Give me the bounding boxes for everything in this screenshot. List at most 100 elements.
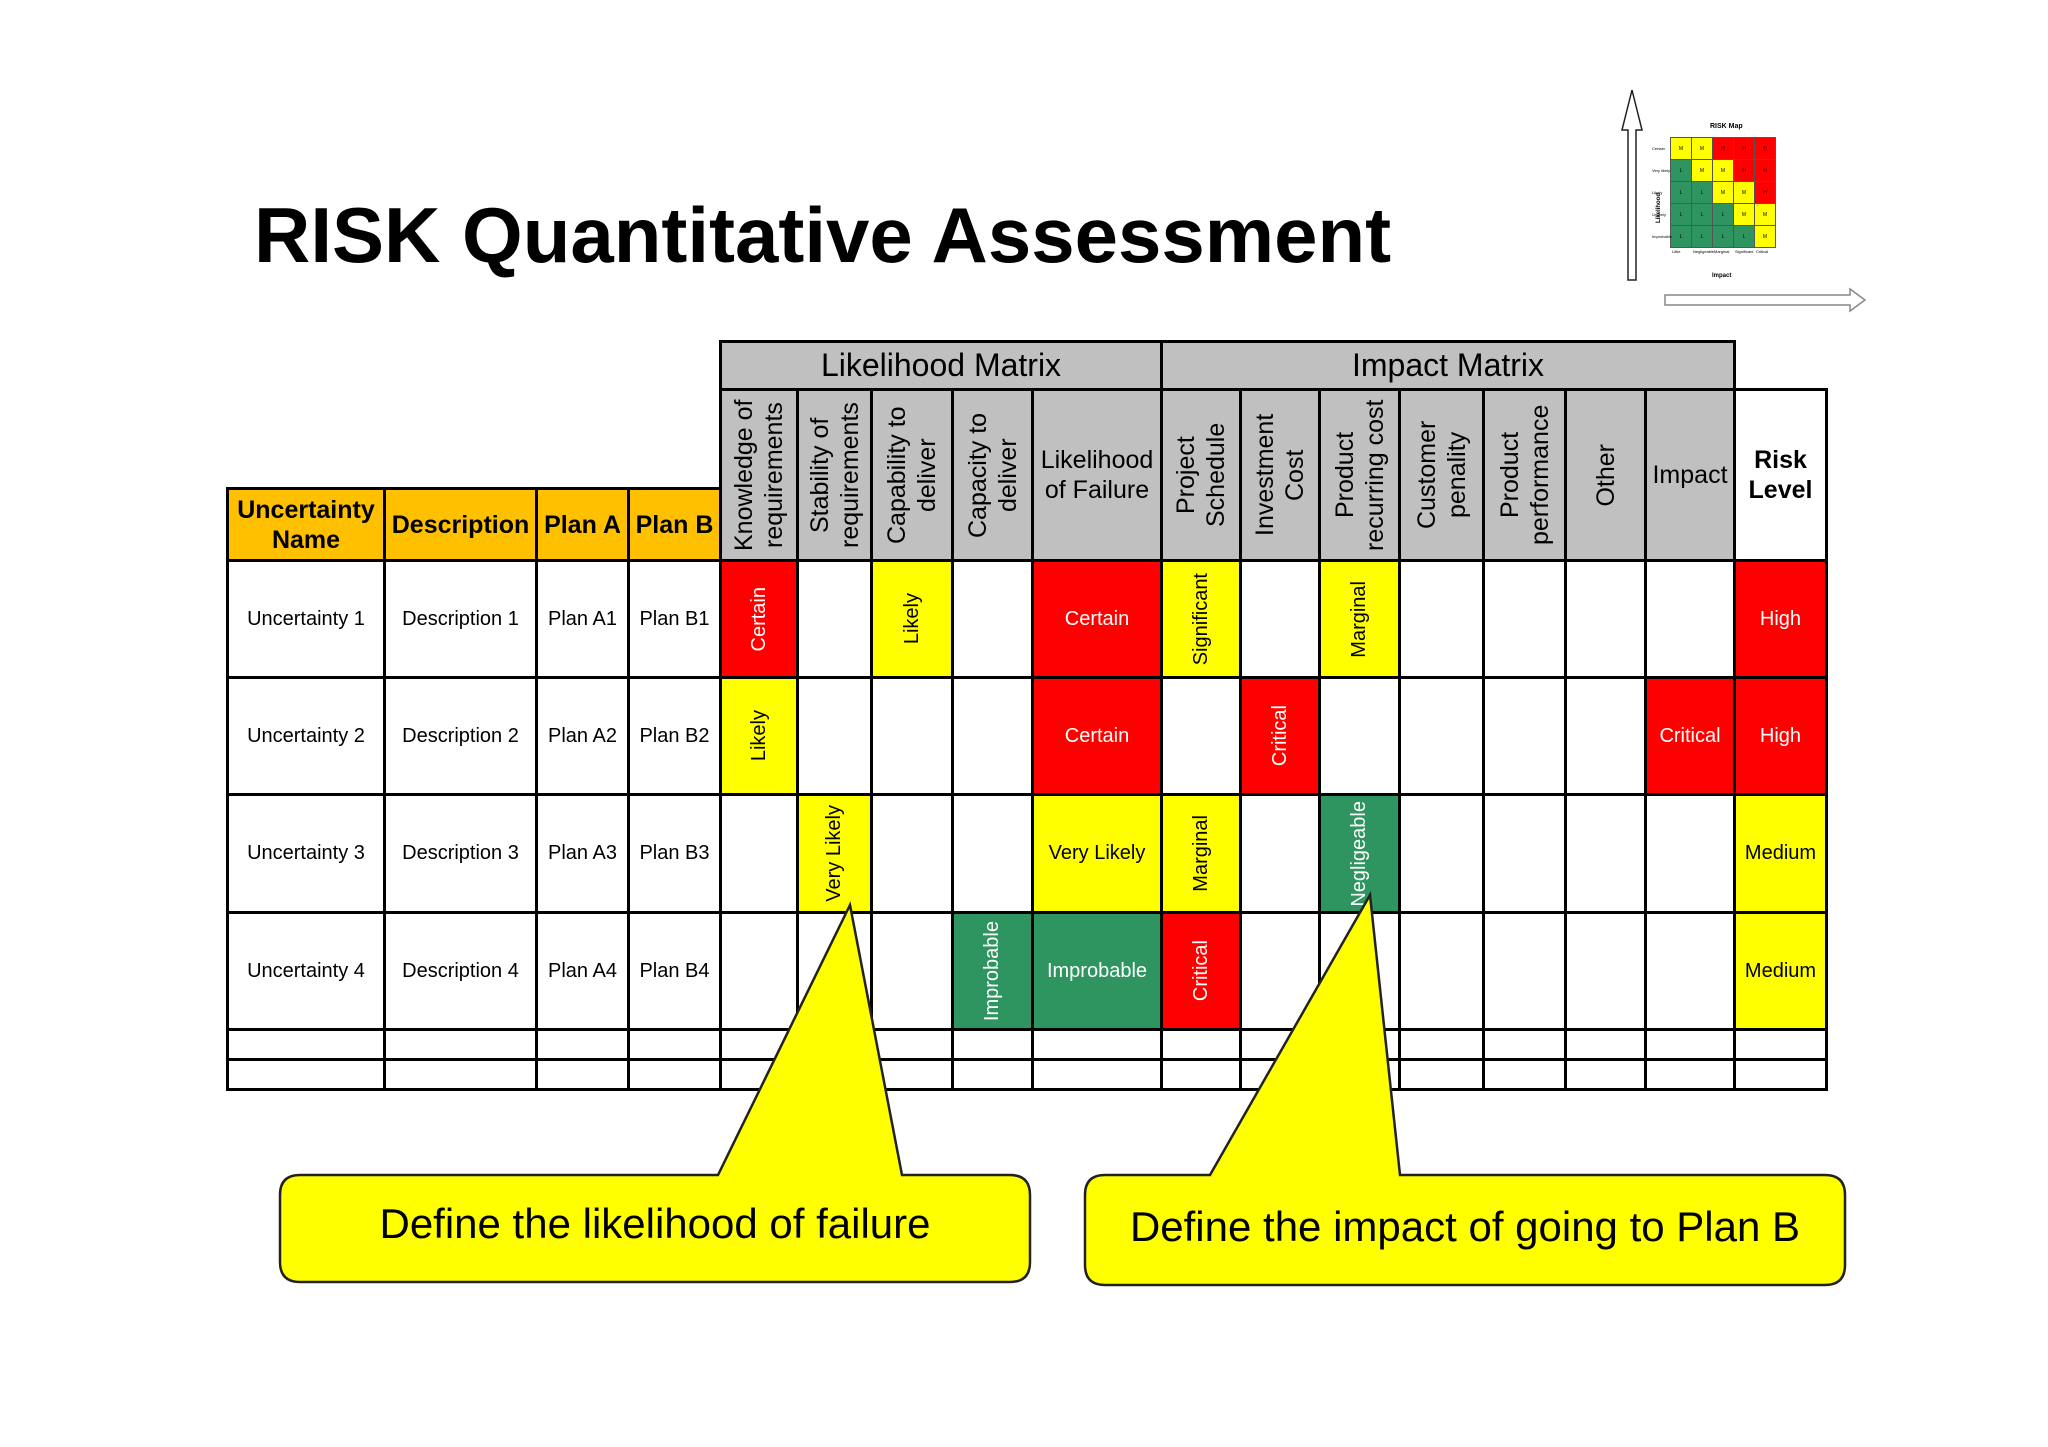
header-performance: Product performance xyxy=(1482,388,1567,562)
row-3-stability-cell: Very Likely xyxy=(796,793,873,914)
impact-matrix-header: Impact Matrix xyxy=(1160,340,1736,391)
empty-row-1-capability-cell xyxy=(870,1028,954,1061)
header-plan-b: Plan B xyxy=(627,487,722,562)
header-customer-penalty-text: Customer penality xyxy=(1412,420,1471,530)
risk-map-x-label: Impact xyxy=(1712,273,1732,279)
row-4-name-text: Uncertainty 4 xyxy=(247,959,365,982)
empty-row-2-knowledge-cell xyxy=(719,1058,799,1091)
row-1-capability-cell: Likely xyxy=(870,559,954,679)
risk-map-cell: H xyxy=(1712,137,1734,160)
risk-map-cell: H xyxy=(1733,159,1755,182)
empty-row-2-risk-cell xyxy=(1733,1058,1828,1091)
risk-map-y-label: Likelihood xyxy=(1656,193,1662,223)
risk-map-cell: L xyxy=(1691,203,1713,226)
header-description-text: Description xyxy=(391,510,530,539)
empty-row-2-penalty-cell xyxy=(1398,1058,1485,1091)
risk-map-cell: M xyxy=(1670,137,1692,160)
row-2-plan-a: Plan A2 xyxy=(535,676,630,796)
row-2-schedule-cell xyxy=(1160,676,1242,796)
empty-row-1-penalty-cell xyxy=(1398,1028,1485,1061)
header-likelihood-of-failure: Likelihood of Failure xyxy=(1031,388,1163,562)
row-3-plan-b-text: Plan B3 xyxy=(639,842,710,864)
header-capability-text: Capability to deliver xyxy=(883,406,941,544)
row-1-knowledge-cell: Certain xyxy=(719,559,799,679)
row-2-performance-cell xyxy=(1482,676,1567,796)
risk-map-impact-label: Marginal xyxy=(1714,249,1730,254)
empty-row-2-name-cell xyxy=(226,1058,386,1091)
row-1-risk-cell-text: High xyxy=(1759,607,1802,630)
row-2-plan-a-text: Plan A2 xyxy=(548,724,617,747)
empty-row-2-capability-cell xyxy=(870,1058,954,1091)
likelihood-axis-arrow xyxy=(1621,89,1643,281)
row-1-likelihood-cell: Certain xyxy=(1031,559,1163,679)
row-3-penalty-cell xyxy=(1398,793,1485,914)
header-stability-text: Stability of requirements xyxy=(805,402,864,548)
likelihood-matrix-header: Likelihood Matrix xyxy=(719,340,1163,391)
empty-row-2-stability-cell xyxy=(796,1058,873,1091)
row-1-other-cell xyxy=(1564,559,1647,679)
empty-row-1-stability-cell xyxy=(796,1028,873,1061)
empty-row-1-plan_b-cell xyxy=(627,1028,722,1061)
risk-map-cell: H xyxy=(1754,137,1776,160)
header-investment-cost-text: Investment Cost xyxy=(1251,413,1309,537)
row-3-likelihood-cell-text: Very Likely xyxy=(1048,842,1146,864)
row-3-knowledge-cell xyxy=(719,793,799,914)
empty-row-1-description-cell xyxy=(383,1028,538,1061)
risk-map-thumbnail: RISK Map Likelihood Impact M M H H H Certain L… xyxy=(1620,85,1880,315)
row-3-name: Uncertainty 3 xyxy=(226,793,386,914)
row-1-capability-cell-text: Likely xyxy=(900,593,923,645)
row-1-capacity-cell xyxy=(951,559,1034,679)
empty-row-1-recurring-cell xyxy=(1318,1028,1401,1061)
row-1-plan-b-text: Plan B1 xyxy=(639,607,710,630)
empty-row-1-name-cell xyxy=(226,1028,386,1061)
row-3-schedule-cell: Marginal xyxy=(1160,793,1242,914)
risk-map-cell: M xyxy=(1712,181,1734,204)
row-4-schedule-cell-text: Critical xyxy=(1189,940,1212,1002)
row-2-description: Description 2 xyxy=(383,676,538,796)
row-4-plan-b: Plan B4 xyxy=(627,911,722,1031)
row-4-plan-b-text: Plan B4 xyxy=(639,959,710,982)
row-3-name-text: Uncertainty 3 xyxy=(247,842,365,864)
row-3-impact-cell xyxy=(1644,793,1736,914)
row-3-schedule-cell-text: Marginal xyxy=(1189,815,1212,892)
row-3-other-cell xyxy=(1564,793,1647,914)
row-4-investment-cell xyxy=(1239,911,1321,1031)
empty-row-2-description-cell xyxy=(383,1058,538,1091)
empty-row-1-plan_a-cell xyxy=(535,1028,630,1061)
empty-row-2-performance-cell xyxy=(1482,1058,1567,1091)
empty-row-2-plan_a-cell xyxy=(535,1058,630,1091)
risk-map-impact-label: Significant xyxy=(1735,249,1754,254)
empty-row-2-investment-cell xyxy=(1239,1058,1321,1091)
risk-map-likelihood-label: Very likely xyxy=(1652,168,1671,173)
row-4-penalty-cell xyxy=(1398,911,1485,1031)
row-1-recurring-cell-text: Marginal xyxy=(1348,580,1370,658)
header-impact: Impact xyxy=(1644,388,1736,562)
row-2-plan-b: Plan B2 xyxy=(627,676,722,796)
row-4-risk-cell-text: Medium xyxy=(1744,959,1817,982)
row-1-knowledge-cell-text: Certain xyxy=(747,586,770,652)
empty-row-1-impact-cell xyxy=(1644,1028,1736,1061)
row-1-plan-b: Plan B1 xyxy=(627,559,722,679)
risk-map-cell: L xyxy=(1733,225,1755,248)
row-2-name-text: Uncertainty 2 xyxy=(247,724,365,747)
row-3-risk-cell-text: Medium xyxy=(1744,842,1817,864)
row-3-stability-cell-text: Very Likely xyxy=(823,805,845,902)
row-2-capacity-cell xyxy=(951,676,1034,796)
risk-map-likelihood-label: Improbable xyxy=(1652,234,1673,239)
row-4-capacity-cell-text: Improbable xyxy=(981,920,1003,1022)
row-3-plan-b: Plan B3 xyxy=(627,793,722,914)
header-description: Description xyxy=(383,487,538,562)
row-4-plan-a: Plan A4 xyxy=(535,911,630,1031)
row-4-likelihood-cell: Improbable xyxy=(1031,911,1163,1031)
row-2-plan-b-text: Plan B2 xyxy=(639,724,710,747)
row-4-schedule-cell: Critical xyxy=(1160,911,1242,1031)
page-title: RISK Quantitative Assessment xyxy=(254,191,1392,279)
row-1-stability-cell xyxy=(796,559,873,679)
empty-row-1-investment-cell xyxy=(1239,1028,1321,1061)
row-4-capacity-cell: Improbable xyxy=(951,911,1034,1031)
header-other-text: Other xyxy=(1591,443,1620,507)
risk-map-cell: H xyxy=(1733,137,1755,160)
row-4-description-text: Description 4 xyxy=(402,959,519,982)
header-stability: Stability of requirements xyxy=(796,388,873,562)
row-2-name: Uncertainty 2 xyxy=(226,676,386,796)
